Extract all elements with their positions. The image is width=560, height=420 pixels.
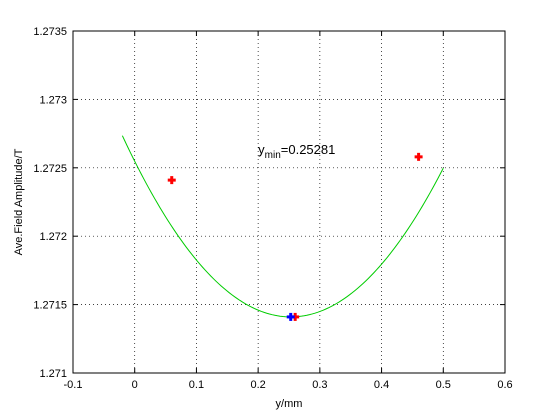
measured-point-marker	[167, 176, 176, 185]
measured-point-marker	[414, 152, 423, 161]
annotation-value: =0.25281	[281, 142, 336, 157]
fit-curve-layer	[121, 135, 444, 318]
x-tick-label: 0.1	[189, 379, 204, 391]
x-tick-label: 0.6	[497, 379, 512, 391]
x-axis-label: y/mm	[276, 398, 303, 410]
minimum-point-marker	[286, 312, 295, 321]
x-tick-label: 0.4	[374, 379, 389, 391]
y-tick-label: 1.2725	[33, 163, 67, 175]
y-tick-label: 1.2715	[33, 300, 67, 312]
y-tick-label: 1.272	[39, 231, 67, 243]
x-tick-label: 0.2	[250, 379, 265, 391]
y-tick-label: 1.2735	[33, 26, 67, 38]
annotation-subscript: min	[265, 150, 281, 161]
tick-labels: -0.1 0 0.1 0.2 0.3 0.4 0.5 0.6 1.271 1.2715 1.272 1…	[33, 26, 512, 391]
point-layer	[167, 152, 423, 321]
y-axis-label: Ave.Field Amplitude/T	[13, 148, 25, 255]
x-tick-label: 0	[132, 379, 138, 391]
annotation-prefix: y	[258, 142, 265, 157]
fit-curve-line	[121, 135, 444, 318]
x-tick-label: 0.5	[436, 379, 451, 391]
axis-ticks	[72, 30, 506, 374]
x-tick-label: 0.3	[312, 379, 327, 391]
y-tick-label: 1.271	[39, 368, 67, 380]
x-tick-label: -0.1	[64, 379, 83, 391]
grid-lines	[73, 31, 505, 373]
minimum-annotation: ymin=0.25281	[258, 142, 335, 161]
y-tick-label: 1.273	[39, 94, 67, 106]
axes-box	[72, 30, 506, 374]
